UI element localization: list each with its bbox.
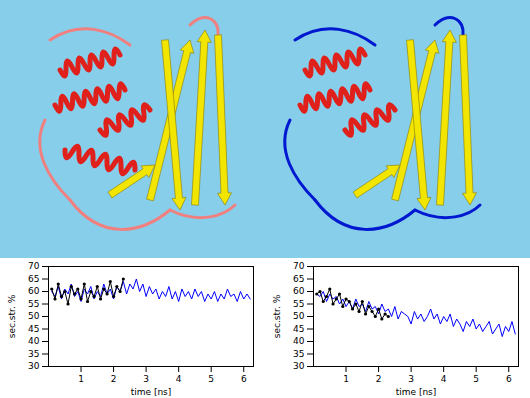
svg-text:70: 70: [293, 261, 305, 271]
svg-text:35: 35: [28, 349, 39, 359]
svg-text:3: 3: [143, 374, 149, 384]
svg-text:50: 50: [28, 311, 40, 321]
svg-text:6: 6: [506, 374, 512, 384]
svg-text:4: 4: [441, 374, 447, 384]
svg-text:4: 4: [176, 374, 182, 384]
svg-text:70: 70: [28, 261, 40, 271]
svg-text:sec.str. %: sec.str. %: [272, 294, 282, 338]
svg-text:30: 30: [293, 361, 305, 371]
svg-text:30: 30: [28, 361, 40, 371]
svg-text:35: 35: [293, 349, 304, 359]
svg-text:1: 1: [343, 374, 349, 384]
svg-text:sec.str. %: sec.str. %: [7, 294, 17, 338]
svg-text:1: 1: [78, 374, 84, 384]
svg-text:40: 40: [28, 336, 40, 346]
svg-text:2: 2: [376, 374, 382, 384]
svg-text:65: 65: [293, 274, 304, 284]
svg-text:time [ns]: time [ns]: [131, 387, 172, 397]
svg-text:3: 3: [408, 374, 414, 384]
svg-text:45: 45: [28, 324, 39, 334]
svg-text:50: 50: [293, 311, 305, 321]
svg-text:6: 6: [241, 374, 247, 384]
svg-text:55: 55: [293, 299, 304, 309]
svg-text:55: 55: [28, 299, 39, 309]
svg-text:5: 5: [208, 374, 214, 384]
svg-text:65: 65: [28, 274, 39, 284]
svg-text:time [ns]: time [ns]: [396, 387, 437, 397]
svg-text:2: 2: [111, 374, 117, 384]
svg-text:45: 45: [293, 324, 304, 334]
svg-text:40: 40: [293, 336, 305, 346]
svg-text:5: 5: [473, 374, 479, 384]
svg-text:60: 60: [28, 286, 40, 296]
svg-text:60: 60: [293, 286, 305, 296]
